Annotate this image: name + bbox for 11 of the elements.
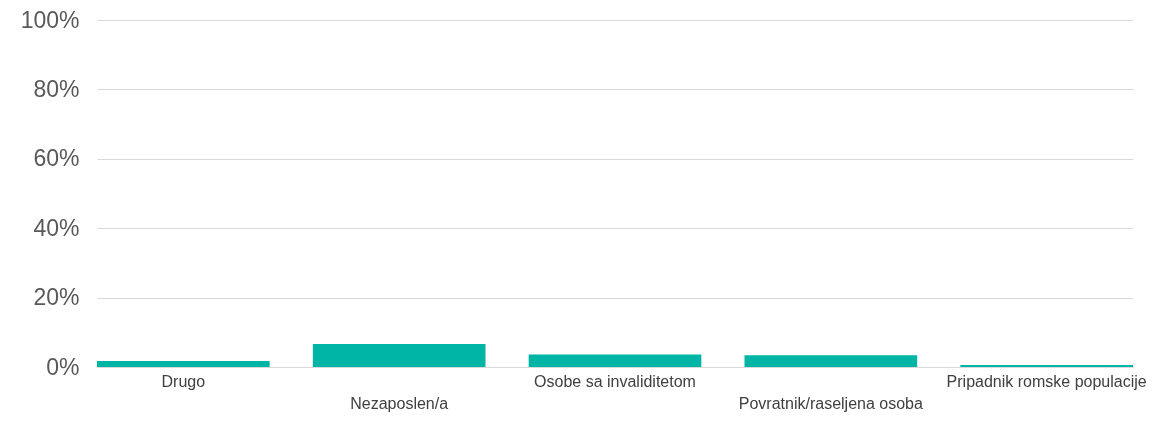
y-tick-label: 40% [33,214,80,241]
x-tick-label: Povratnik/raseljena osoba [738,394,923,412]
x-tick-label: Drugo [161,372,206,390]
x-tick-label: Osobe sa invaliditetom [534,372,696,390]
y-tick-label: 20% [33,284,80,311]
x-tick-label: Nezaposlen/a [350,394,449,412]
x-tick-label: Pripadnik romske populacije [946,372,1147,390]
y-tick-label: 80% [33,75,80,102]
y-tick-label: 100% [20,6,80,33]
y-tick-label: 60% [33,145,80,172]
y-tick-label: 0% [46,353,80,380]
